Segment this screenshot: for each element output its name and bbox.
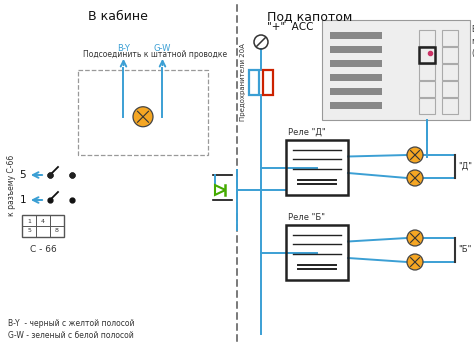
Bar [330, 32, 382, 39]
Bar [330, 60, 382, 67]
Bar [322, 20, 470, 120]
Bar [419, 98, 435, 114]
Bar [442, 64, 458, 80]
Bar [419, 64, 435, 80]
Text: B-Y: B-Y [117, 44, 130, 53]
Text: С - 66: С - 66 [29, 245, 56, 254]
Bar [78, 70, 208, 155]
Bar [330, 88, 382, 95]
Circle shape [407, 254, 423, 270]
Text: Предохранители 20А: Предохранители 20А [240, 44, 246, 121]
Bar [330, 46, 382, 53]
Text: к разъему С-66: к разъему С-66 [8, 154, 17, 216]
Bar [442, 47, 458, 63]
Bar [286, 225, 348, 280]
Text: Под капотом: Под капотом [267, 10, 353, 23]
Text: Блок реле в
моторном отсеке
(вид сверху): Блок реле в моторном отсеке (вид сверху) [472, 25, 474, 58]
Circle shape [407, 147, 423, 163]
Bar [419, 47, 435, 63]
Text: "Д": "Д" [458, 162, 472, 171]
Text: 8: 8 [55, 228, 59, 233]
Bar [249, 70, 259, 95]
Text: B-Y  - черный с желтой полосой: B-Y - черный с желтой полосой [8, 319, 135, 328]
Circle shape [407, 170, 423, 186]
Text: Реле "Д": Реле "Д" [288, 128, 326, 137]
Bar [419, 47, 435, 63]
Text: "+"  АСС: "+" АСС [267, 22, 313, 32]
Bar [330, 102, 382, 109]
Text: G-W: G-W [154, 44, 171, 53]
Bar [286, 140, 348, 195]
Bar [442, 81, 458, 97]
Text: Реле "Б": Реле "Б" [288, 213, 325, 222]
Text: 1: 1 [19, 195, 26, 205]
Text: Подсоединить к штатной проводке: Подсоединить к штатной проводке [83, 50, 227, 59]
Circle shape [407, 230, 423, 246]
Bar [419, 81, 435, 97]
Circle shape [133, 107, 153, 127]
Bar [263, 70, 273, 95]
Text: 5: 5 [19, 170, 26, 180]
Bar [22, 215, 64, 237]
Text: 4: 4 [41, 219, 45, 224]
Text: 1: 1 [27, 219, 31, 224]
Text: В кабине: В кабине [88, 10, 148, 23]
Bar [419, 30, 435, 46]
Bar [442, 30, 458, 46]
Text: 5: 5 [27, 228, 31, 233]
Bar [330, 74, 382, 81]
Text: G-W - зеленый с белой полосой: G-W - зеленый с белой полосой [8, 331, 134, 340]
Bar [442, 98, 458, 114]
Text: "Б": "Б" [458, 245, 471, 254]
